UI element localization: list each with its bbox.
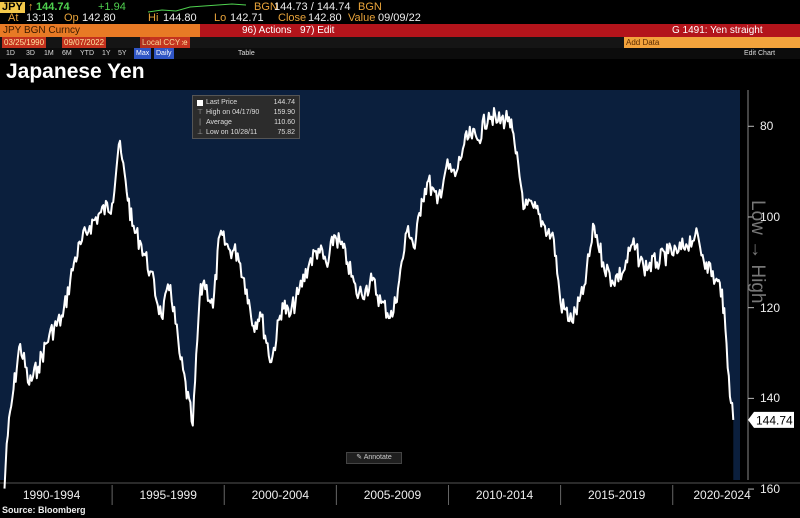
annotate-button[interactable]: ✎ Annotate <box>346 452 402 464</box>
low-marker-icon: ⊥ <box>197 129 204 136</box>
legend-last-label: Last Price <box>206 99 238 106</box>
high-price: 144.80 <box>163 12 197 24</box>
range-5y[interactable]: 5Y <box>118 50 127 57</box>
bid-ask-source: BGN <box>358 1 382 13</box>
last-value-flag <box>748 411 794 428</box>
high-label: Hi <box>148 12 159 24</box>
value-label: Value <box>348 12 376 24</box>
side-note: Low → High <box>747 200 800 360</box>
tool-bar: 1D 3D 1M 6M YTD 1Y 5Y Max Daily Table Ed… <box>0 48 800 59</box>
sparkline-line <box>147 3 247 13</box>
average-marker-icon: | <box>199 119 201 126</box>
open-price: 142.80 <box>82 12 116 24</box>
sparkline <box>147 3 247 13</box>
y-tick-label-3: 140 <box>760 391 781 406</box>
legend-high-label: High on 04/17/90 <box>206 109 260 116</box>
y-tick-label-2: 120 <box>760 300 781 315</box>
x-tick-label-5: 2015-2019 <box>587 488 646 502</box>
legend-high-value: 159.90 <box>273 109 295 116</box>
range-bar: 03/25/1990 09/07/2022 Last Price Local C… <box>0 37 800 48</box>
x-tick-label-3: 2005-2009 <box>363 488 422 502</box>
at-label: At <box>8 12 19 24</box>
side-note-text: Low → High <box>747 200 768 304</box>
close-price: 142.80 <box>308 12 342 24</box>
chart-title: Japanese Yen <box>6 60 145 83</box>
range-max[interactable]: Max <box>134 48 152 59</box>
legend-avg-value: 110.60 <box>274 119 295 126</box>
start-date-field[interactable]: 03/25/1990 <box>2 37 47 48</box>
bid-ask-label: BGN <box>254 1 278 13</box>
low-price: 142.71 <box>230 12 264 24</box>
high-marker-icon: ⊤ <box>197 109 204 116</box>
currency-select[interactable]: Local CCY <box>140 37 183 48</box>
pencil-icon: ✎ <box>356 454 364 461</box>
low-label: Lo <box>214 12 227 24</box>
title-bar: JPY BGN Curncy 96) Actions 97) Edit G 14… <box>0 24 800 37</box>
x-tick-label-6: 2020-2024 <box>693 488 751 502</box>
x-tick-label-1: 1995-1999 <box>139 488 197 502</box>
y-tick-label-4: 160 <box>760 482 781 497</box>
chart-name: G 1491: Yen straight <box>672 25 763 36</box>
legend-avg-label: Average <box>206 119 232 126</box>
legend-last-value: 144.74 <box>273 99 295 106</box>
range-1d[interactable]: 1D <box>6 50 15 57</box>
frequency-select[interactable]: Daily <box>154 48 174 59</box>
last-value-label: 144.74 <box>756 413 793 427</box>
price-change: +1.94 <box>98 1 126 13</box>
actions-menu[interactable]: 96) Actions <box>242 25 292 36</box>
x-tick-label-2: 2000-2004 <box>251 488 309 502</box>
end-date-field[interactable]: 09/07/2022 <box>62 37 107 48</box>
up-arrow-icon: ↑ <box>28 1 34 13</box>
x-tick-label-0: 1990-1994 <box>22 488 81 502</box>
y-tick-label-0: 80 <box>760 119 774 134</box>
close-label: Close <box>278 12 307 24</box>
source-note: Source: Bloomberg <box>2 505 86 515</box>
last-price-swatch <box>197 100 203 106</box>
bid-ask: 144.73 / 144.74 <box>274 1 351 13</box>
range-1m[interactable]: 1M <box>44 50 54 57</box>
quote-time: 13:13 <box>26 12 54 24</box>
range-3d[interactable]: 3D <box>26 50 35 57</box>
edit-chart-button[interactable]: Edit Chart <box>744 50 776 57</box>
price-line <box>3 107 735 489</box>
table-button[interactable]: Table <box>238 50 255 57</box>
value-date: 09/09/22 <box>378 12 421 24</box>
ticker[interactable]: JPY <box>0 1 25 13</box>
edit-menu[interactable]: 97) Edit <box>300 25 335 36</box>
legend-low-label: Low on 10/28/11 <box>206 129 258 136</box>
x-tick-label-4: 2010-2014 <box>475 488 534 502</box>
chart-legend: Last Price 144.74 ⊤ High on 04/17/90 159.… <box>192 95 300 139</box>
open-label: Op <box>64 12 79 24</box>
y-tick-label-1: 100 <box>760 209 781 224</box>
quote-bar: JPY ↑ 144.74 +1.94 BGN 144.73 / 144.74 B… <box>0 0 800 24</box>
security-name[interactable]: JPY BGN Curncy <box>0 24 200 37</box>
last-price: 144.74 <box>36 1 70 13</box>
range-1y[interactable]: 1Y <box>102 50 111 57</box>
range-ytd[interactable]: YTD <box>80 50 94 57</box>
add-data-field[interactable]: Add Data <box>624 37 800 48</box>
annotate-label: Annotate <box>363 454 392 461</box>
legend-low-value: 75.82 <box>277 129 295 136</box>
range-6m[interactable]: 6M <box>62 50 72 57</box>
area-fill <box>4 108 734 489</box>
